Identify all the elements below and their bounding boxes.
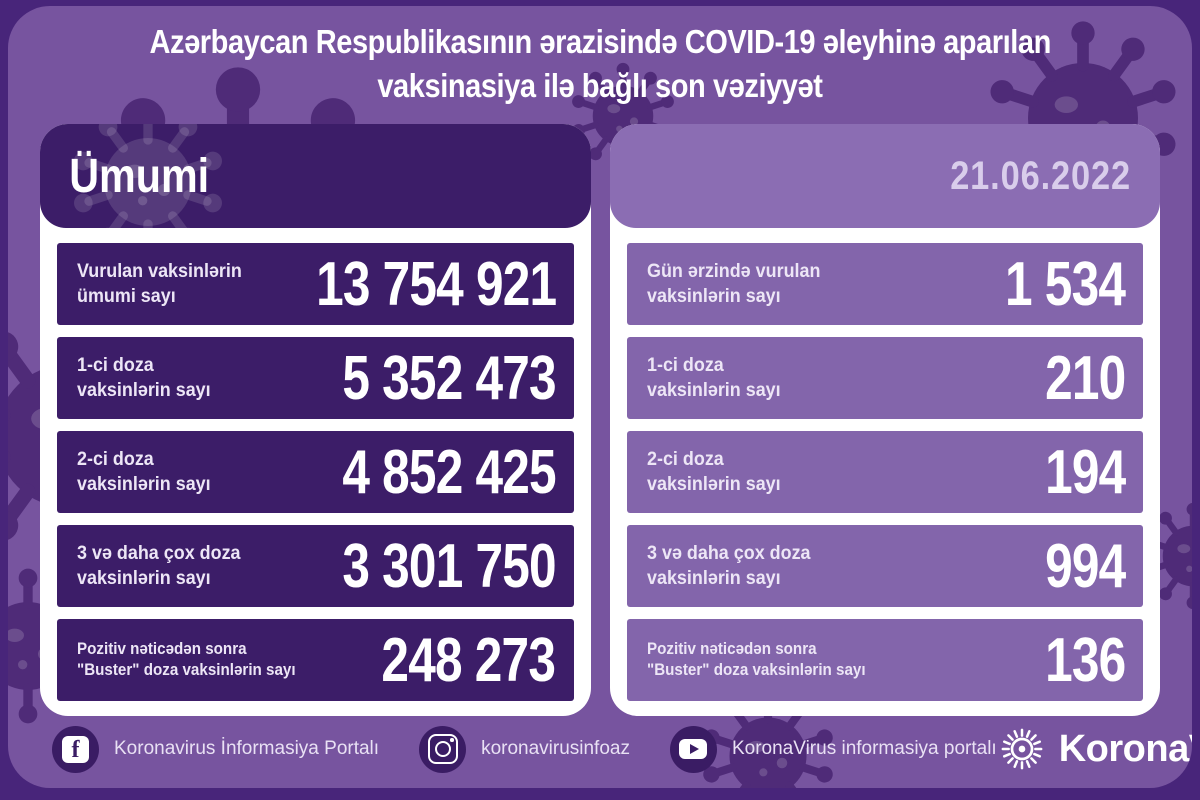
stat-label-line: Vurulan vaksinlərin [77,259,242,282]
stat-label: 1-ci doza vaksinlərin sayı [77,353,211,404]
stat-label-line: "Buster" doza vaksinlərin sayı [77,661,296,679]
stat-label-line: 1-ci doza [77,353,154,376]
stat-value: 210 [1044,343,1126,413]
stat-label: 2-ci doza vaksinlərin sayı [647,447,781,498]
stat-value: 136 [1044,625,1126,695]
footer: f Koronavirus İnformasiya Portalı korona… [8,716,1192,782]
stat-label-line: "Buster" doza vaksinlərin sayı [646,661,866,679]
stat-label: 1-ci doza vaksinlərin sayı [647,353,781,404]
stat-label-line: vaksinlərin sayı [77,473,211,495]
youtube-icon [669,725,717,773]
stat-value: 13 754 921 [316,249,557,319]
instagram-label: koronavirusinfoaz [481,738,630,759]
stat-row: 1-ci doza vaksinlərin sayı 5 352 473 [57,337,574,419]
panel-total-rows: Vurulan vaksinlərin ümumi sayı 13 754 92… [40,228,591,716]
stat-row: Pozitiv nəticədən sonra "Buster" doza va… [57,619,574,701]
panel-total-header: Ümumi [40,124,591,228]
stat-row: Vurulan vaksinlərin ümumi sayı 13 754 92… [57,243,574,325]
stat-label-line: vaksinlərin sayı [77,379,211,401]
youtube-label: KoronaVirus informasiya portalı [731,738,997,759]
stat-value: 194 [1044,437,1126,507]
facebook-link[interactable]: f Koronavirus İnformasiya Portalı [52,725,380,773]
report-date: 21.06.2022 [949,153,1131,198]
stat-label-line: Pozitiv nəticədən sonra [77,639,247,658]
instagram-link[interactable]: koronavirusinfoaz [419,725,630,773]
stat-row: 3 və daha çox doza vaksinlərin sayı 3 30… [57,525,574,607]
stat-label-line: vaksinlərin sayı [646,473,781,495]
stat-label-line: ümumi sayı [77,285,176,307]
stat-value: 3 301 750 [342,531,556,601]
stat-label-line: vaksinlərin sayı [646,567,781,589]
stat-label-line: 3 və daha çox doza [646,541,811,564]
stat-row: 2-ci doza vaksinlərin sayı 4 852 425 [57,431,574,513]
instagram-icon [419,725,467,773]
logo-main: KoronaVirus [1058,727,1192,770]
facebook-label: Koronavirus İnformasiya Portalı [114,738,380,759]
panel-total-title: Ümumi [69,149,210,203]
title-line-2: vaksinasiya ilə bağlı son vəziyyət [377,66,823,104]
stat-label-line: 2-ci doza [646,447,724,470]
stat-label-line: vaksinlərin sayı [646,285,781,307]
stat-row: Pozitiv nəticədən sonra "Buster" doza va… [626,619,1143,701]
stat-label-line: vaksinlərin sayı [77,567,211,589]
panel-daily-rows: Gün ərzində vurulan vaksinlərin sayı 1 5… [610,228,1161,716]
panel-total: Ümumi Vurulan vaksinlərin ümumi sayı 13 … [40,124,591,716]
panel-daily: 21.06.2022 Gün ərzində vurulan vaksinlər… [609,124,1161,716]
facebook-icon: f [52,725,99,773]
stat-value: 1 534 [1004,249,1126,319]
stat-label: Pozitiv nəticədən sonra "Buster" doza va… [647,639,866,682]
stat-label: Vurulan vaksinlərin ümumi sayı [77,259,242,310]
infographic-canvas: Azərbaycan Respublikasının ərazisində CO… [8,6,1192,788]
page-title: Azərbaycan Respublikasının ərazisində CO… [8,20,1192,107]
stat-row: 1-ci doza vaksinlərin sayı 210 [626,337,1143,419]
stat-label-line: 2-ci doza [77,447,154,470]
stat-value: 5 352 473 [342,343,556,413]
stat-row: 3 və daha çox doza vaksinlərin sayı 994 [626,525,1143,607]
stat-value: 4 852 425 [342,437,556,507]
stat-label-line: 3 və daha çox doza [77,541,241,564]
stat-label: Pozitiv nəticədən sonra "Buster" doza va… [77,639,296,682]
stat-label-line: 1-ci doza [646,353,724,376]
stats-panels: Ümumi Vurulan vaksinlərin ümumi sayı 13 … [40,124,1160,716]
title-line-1: Azərbaycan Respublikasının ərazisində CO… [149,23,1051,60]
stat-value: 994 [1044,531,1126,601]
stat-label: 3 və daha çox doza vaksinlərin sayı [77,541,241,592]
stat-label: 3 və daha çox doza vaksinlərin sayı [647,541,811,592]
stat-label-line: Gün ərzində vurulan [646,259,820,282]
panel-daily-header: 21.06.2022 [609,124,1160,228]
stat-label-line: Pozitiv nəticədən sonra [646,639,817,658]
virus-logo-icon [1001,728,1043,770]
stat-label: 2-ci doza vaksinlərin sayı [77,447,211,498]
stat-label: Gün ərzində vurulan vaksinlərin sayı [647,259,820,310]
stat-row: Gün ərzində vurulan vaksinlərin sayı 1 5… [626,243,1143,325]
stat-value: 248 273 [381,625,557,695]
stat-label-line: vaksinlərin sayı [646,379,781,401]
youtube-link[interactable]: KoronaVirus informasiya portalı [669,725,997,773]
stat-row: 2-ci doza vaksinlərin sayı 194 [626,431,1143,513]
